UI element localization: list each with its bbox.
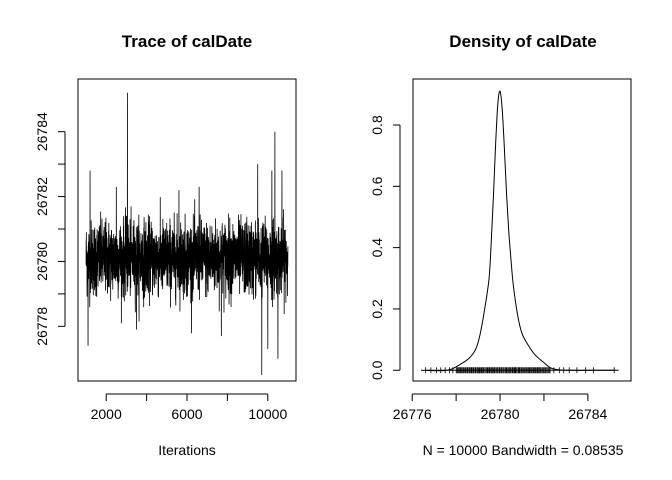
trace-x-axis: 2000 6000 10000 xyxy=(91,393,287,422)
trace-panel: Trace of calDate 2000 6000 10000 26778 2678… xyxy=(34,32,297,458)
trace-x-tick-label: 10000 xyxy=(248,406,287,422)
density-series xyxy=(420,90,615,372)
density-panel: Density of calDate 26776 26780 26784 0.00.… xyxy=(369,32,632,458)
density-y-tick-label: 0.8 xyxy=(369,115,385,135)
trace-title: Trace of calDate xyxy=(122,32,252,51)
density-y-tick-label: 0.4 xyxy=(369,238,385,258)
density-y-tick-label: 0.6 xyxy=(369,176,385,196)
trace-y-tick-label: 26782 xyxy=(34,177,50,216)
density-x-axis-label: N = 10000 Bandwidth = 0.08535 xyxy=(423,442,624,458)
density-y-tick-label: 0.2 xyxy=(369,299,385,319)
density-x-tick-label: 26784 xyxy=(568,406,607,422)
density-y-axis: 0.0 0.2 0.4 0.6 0.8 xyxy=(369,115,401,380)
trace-x-tick-label: 6000 xyxy=(171,406,202,422)
trace-y-tick-label: 26778 xyxy=(34,307,50,346)
trace-series xyxy=(85,92,289,376)
trace-y-axis: 26778 26780 26782 26784 xyxy=(34,112,66,346)
trace-y-tick-label: 26780 xyxy=(34,242,50,281)
density-x-axis: 26776 26780 26784 xyxy=(393,393,608,422)
density-x-tick-label: 26776 xyxy=(393,406,432,422)
density-x-tick-label: 26780 xyxy=(481,406,520,422)
trace-plot-frame xyxy=(77,78,297,382)
trace-line xyxy=(85,92,289,376)
trace-x-axis-label: Iterations xyxy=(158,442,216,458)
density-plot-frame xyxy=(412,78,632,382)
density-curve xyxy=(420,90,615,372)
density-y-tick-label: 0.0 xyxy=(369,360,385,380)
trace-y-tick-label: 26784 xyxy=(34,112,50,151)
trace-x-tick-label: 2000 xyxy=(91,406,122,422)
density-title: Density of calDate xyxy=(449,32,596,51)
